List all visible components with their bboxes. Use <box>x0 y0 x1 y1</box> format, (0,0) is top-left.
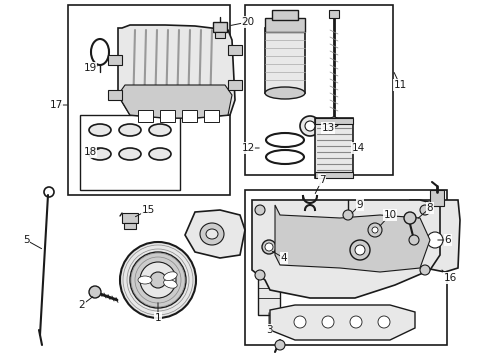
Ellipse shape <box>119 148 141 160</box>
Polygon shape <box>409 200 459 272</box>
Circle shape <box>140 262 176 298</box>
Bar <box>138 110 153 122</box>
Bar <box>215 32 224 38</box>
Text: 4: 4 <box>280 253 287 263</box>
Ellipse shape <box>205 229 218 239</box>
Circle shape <box>254 270 264 280</box>
Text: 8: 8 <box>426 203 432 213</box>
Bar <box>314 118 352 178</box>
Bar <box>68 5 229 195</box>
Circle shape <box>419 265 429 275</box>
Bar <box>314 118 352 124</box>
Bar <box>244 190 446 345</box>
Circle shape <box>377 316 389 328</box>
Circle shape <box>403 212 415 224</box>
Bar <box>258 255 280 315</box>
Bar <box>271 10 297 20</box>
Text: 16: 16 <box>443 273 456 283</box>
Circle shape <box>349 240 369 260</box>
Polygon shape <box>251 200 439 298</box>
Bar <box>314 172 352 178</box>
Circle shape <box>262 240 275 254</box>
Text: 5: 5 <box>22 235 29 245</box>
Polygon shape <box>118 25 235 118</box>
Bar <box>227 45 242 55</box>
Bar <box>429 190 443 206</box>
Circle shape <box>321 316 333 328</box>
Bar <box>182 110 197 122</box>
Text: 2: 2 <box>79 300 85 310</box>
Text: 6: 6 <box>444 235 450 245</box>
Circle shape <box>293 316 305 328</box>
Bar <box>264 18 305 32</box>
Bar <box>227 80 242 90</box>
Text: 19: 19 <box>83 63 97 73</box>
Ellipse shape <box>89 148 111 160</box>
Circle shape <box>419 205 429 215</box>
Circle shape <box>354 245 364 255</box>
Bar <box>160 110 175 122</box>
Circle shape <box>264 243 272 251</box>
Bar <box>122 213 138 223</box>
Circle shape <box>89 286 101 298</box>
Bar <box>203 110 219 122</box>
Text: 20: 20 <box>241 17 254 27</box>
Circle shape <box>274 340 285 350</box>
Bar <box>108 55 122 65</box>
Circle shape <box>408 235 418 245</box>
Circle shape <box>254 205 264 215</box>
Ellipse shape <box>149 148 171 160</box>
Ellipse shape <box>149 124 171 136</box>
Ellipse shape <box>264 87 305 99</box>
Circle shape <box>426 232 442 248</box>
Text: 18: 18 <box>83 147 97 157</box>
Circle shape <box>150 272 165 288</box>
Text: 15: 15 <box>141 205 154 215</box>
Text: 13: 13 <box>321 123 334 133</box>
Circle shape <box>342 210 352 220</box>
Polygon shape <box>118 85 231 118</box>
Text: 10: 10 <box>383 210 396 220</box>
Bar <box>328 10 338 18</box>
Bar <box>108 90 122 100</box>
Text: 7: 7 <box>318 175 325 185</box>
Ellipse shape <box>138 276 152 284</box>
Circle shape <box>299 116 319 136</box>
Bar <box>264 28 305 93</box>
Circle shape <box>305 121 314 131</box>
Text: 1: 1 <box>154 313 161 323</box>
Polygon shape <box>269 305 414 340</box>
Circle shape <box>349 316 361 328</box>
Ellipse shape <box>119 124 141 136</box>
Text: 11: 11 <box>392 80 406 90</box>
Circle shape <box>328 117 338 127</box>
Text: 14: 14 <box>351 143 364 153</box>
Circle shape <box>120 242 196 318</box>
Circle shape <box>371 227 377 233</box>
Text: 17: 17 <box>49 100 62 110</box>
Text: 9: 9 <box>356 200 363 210</box>
Polygon shape <box>274 205 429 272</box>
Circle shape <box>130 252 185 308</box>
Polygon shape <box>184 210 244 258</box>
Bar <box>213 22 226 32</box>
Ellipse shape <box>89 124 111 136</box>
Bar <box>80 115 180 190</box>
Bar <box>124 223 136 229</box>
Circle shape <box>367 223 381 237</box>
Bar <box>244 5 392 175</box>
Ellipse shape <box>163 279 177 288</box>
Text: 3: 3 <box>265 325 272 335</box>
Ellipse shape <box>200 223 224 245</box>
Text: 12: 12 <box>241 143 254 153</box>
Ellipse shape <box>163 272 177 280</box>
